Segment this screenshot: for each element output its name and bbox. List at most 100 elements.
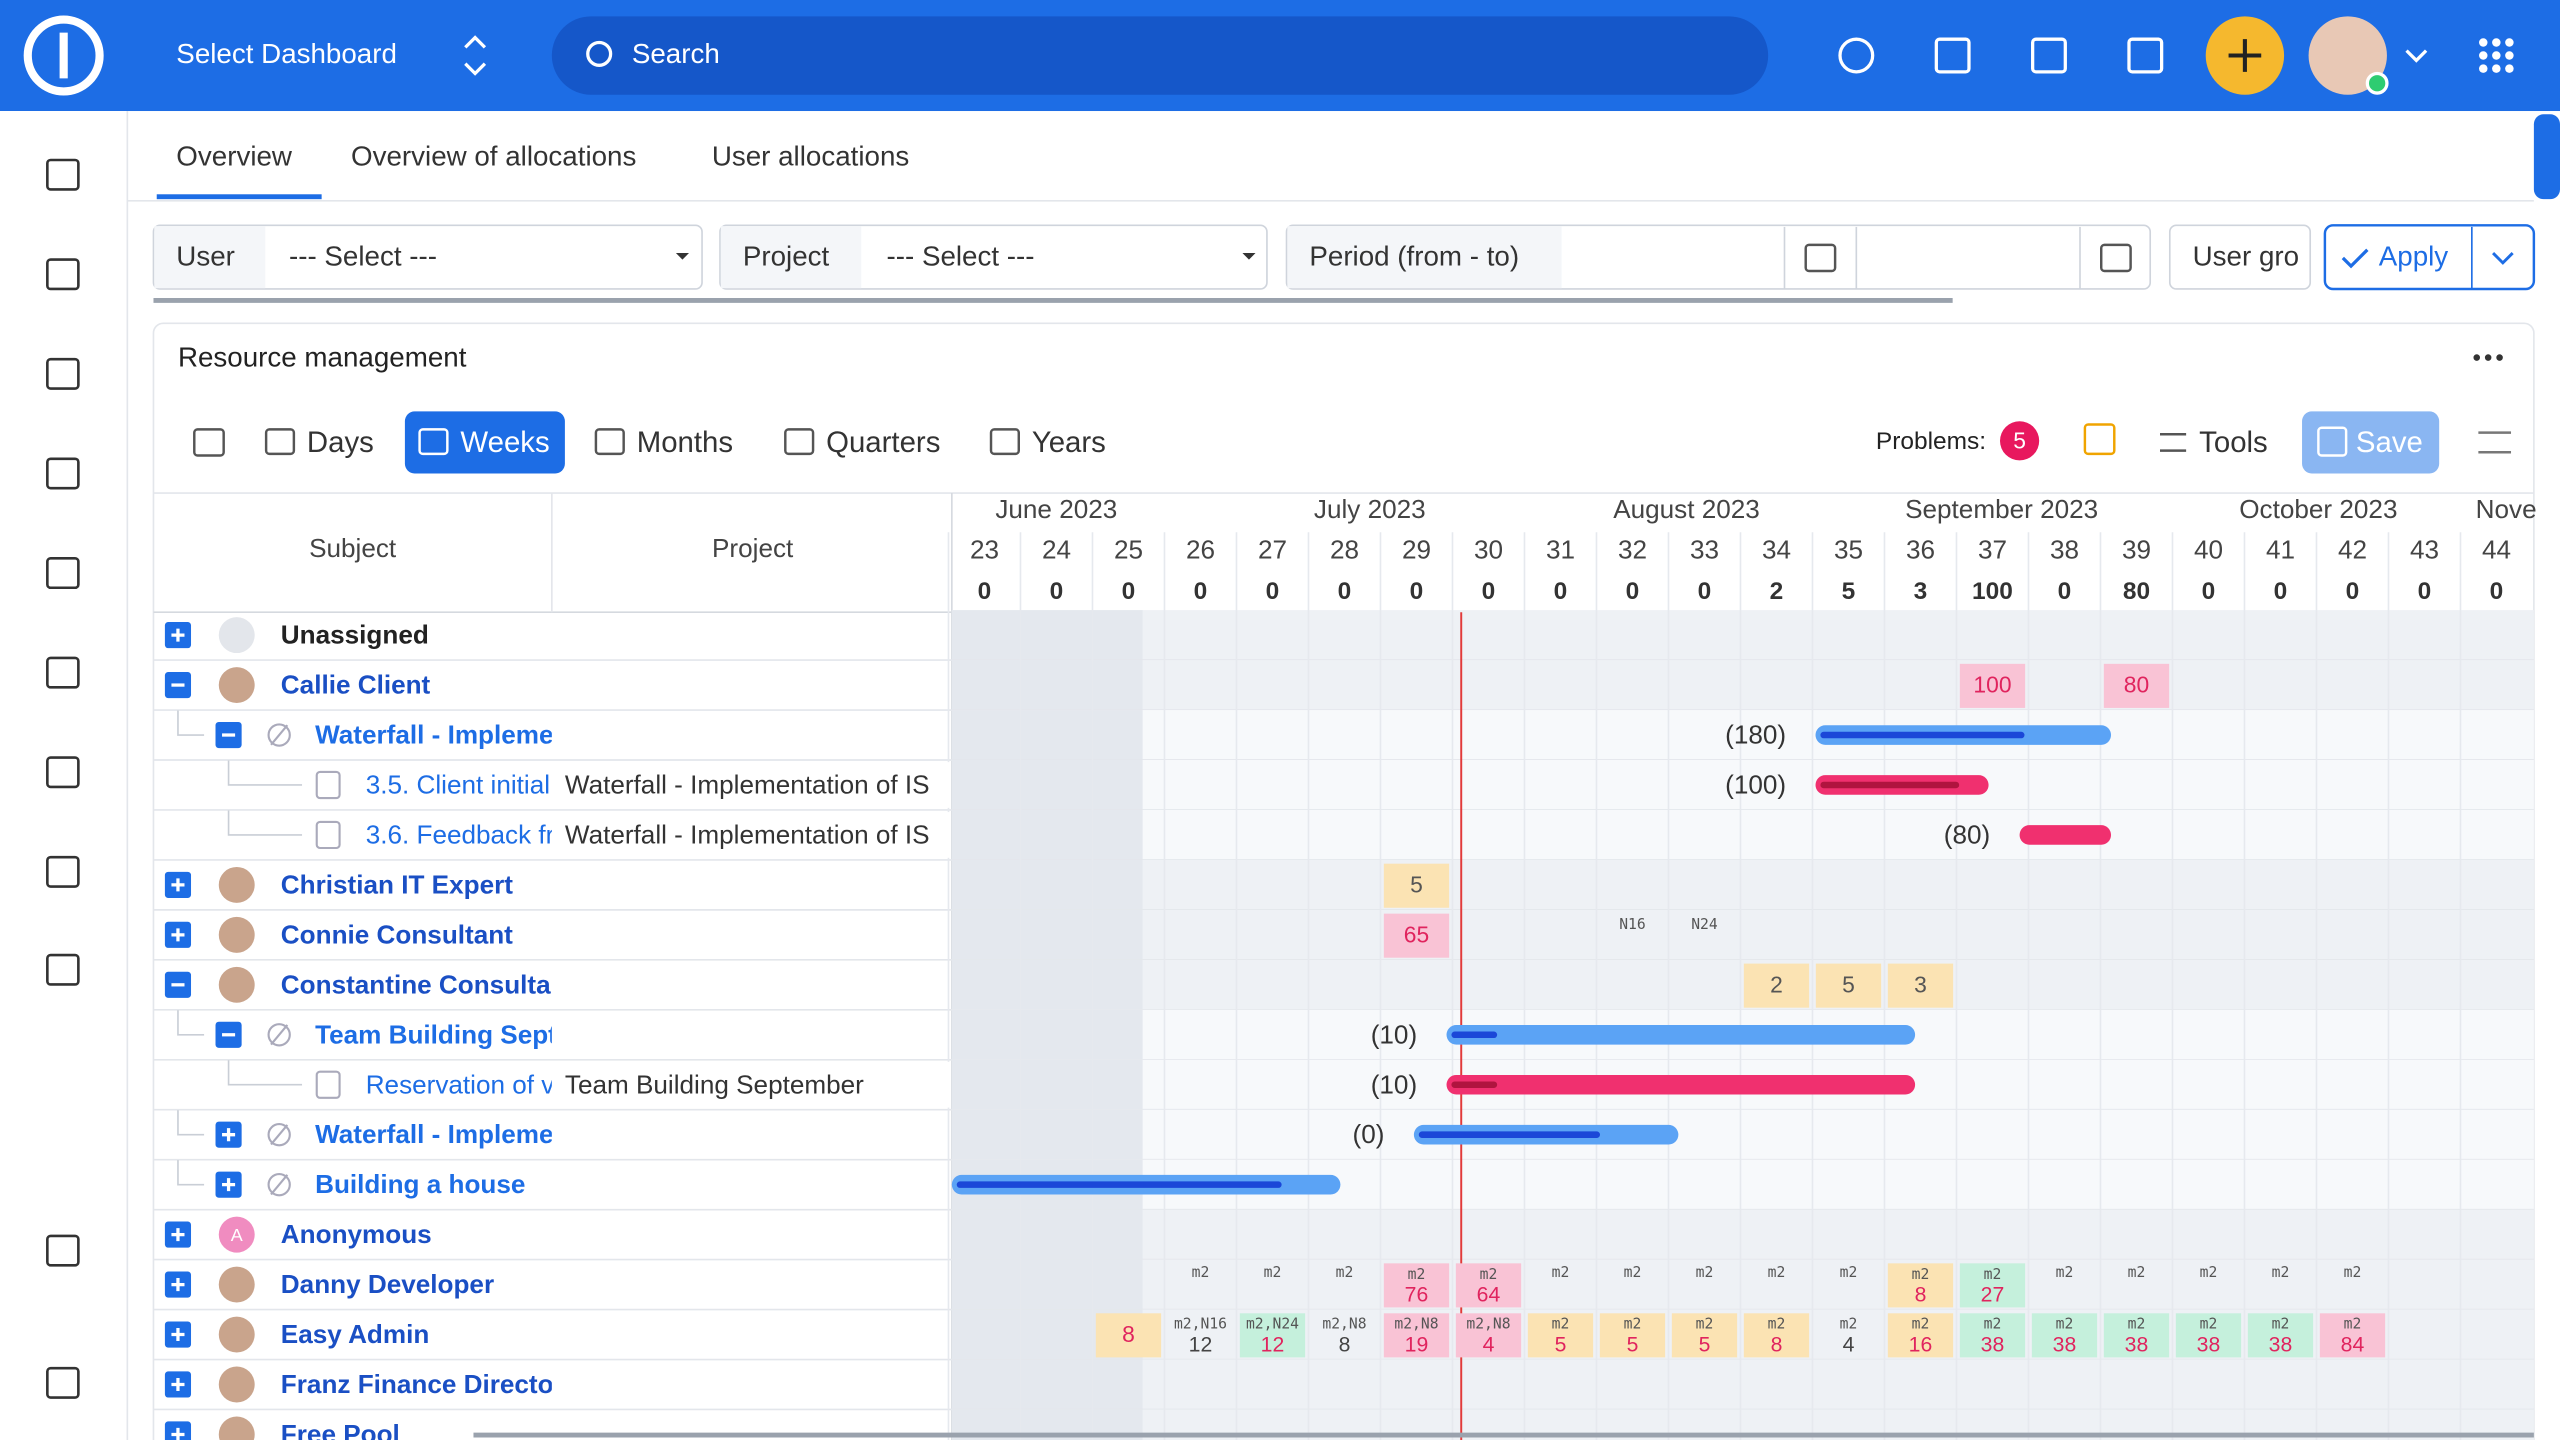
gantt-bar <box>1446 1074 1916 1095</box>
sidebar-icon[interactable] <box>46 1234 80 1267</box>
gantt-shade <box>951 1059 1143 1110</box>
cell-note: m2 <box>2056 1264 2074 1281</box>
week-label: 34 <box>1762 535 1791 565</box>
gantt-progress <box>1451 1081 1498 1088</box>
top-icon[interactable] <box>2031 37 2067 74</box>
task-name[interactable]: 3.6. Feedback fr <box>366 819 555 849</box>
row-name[interactable]: Building a house <box>315 1169 525 1199</box>
tab[interactable]: Overview <box>176 141 293 172</box>
menu-dot[interactable] <box>2496 354 2503 361</box>
week-label: 40 <box>2194 535 2223 565</box>
zoom-button[interactable]: Days <box>307 426 374 459</box>
apps-dot <box>2505 51 2514 60</box>
gantt-shade <box>951 909 1143 960</box>
zoom-icon <box>594 428 625 456</box>
cell-value: 2 <box>1770 971 1783 997</box>
user-filter[interactable] <box>152 224 703 290</box>
zoom-button[interactable]: Quarters <box>826 426 940 459</box>
calendar-icon[interactable] <box>1804 243 1837 273</box>
calendar-icon[interactable] <box>193 428 225 457</box>
avatar-initial: A <box>231 1225 243 1245</box>
tab[interactable]: User allocations <box>712 141 909 172</box>
row-name[interactable]: Team Building September <box>315 1019 635 1049</box>
cell-note: m2 <box>1192 1264 1210 1281</box>
allocation-cell <box>1383 1263 1450 1308</box>
row-name[interactable]: Free Pool <box>281 1419 400 1440</box>
search-box[interactable] <box>551 16 1769 95</box>
sidebar-icon[interactable] <box>46 953 80 986</box>
apply-button[interactable] <box>2323 224 2536 291</box>
top-icon[interactable] <box>1934 37 1971 74</box>
caret <box>675 253 689 260</box>
gantt-bar <box>2019 825 2112 845</box>
row-name[interactable]: Waterfall - Implementation of IS <box>315 720 704 750</box>
gantt-progress <box>1820 781 1960 789</box>
tools-button[interactable]: Tools <box>2199 426 2268 459</box>
menu-dot[interactable] <box>2484 354 2492 361</box>
zoom-button[interactable]: Weeks <box>460 426 549 459</box>
cell-value: 38 <box>2125 1334 2149 1357</box>
sidebar-icon[interactable] <box>46 158 80 191</box>
avatar[interactable] <box>2308 16 2387 95</box>
save-label: Save <box>2356 426 2423 459</box>
cell-value: 4 <box>1483 1334 1495 1357</box>
week-total: 5 <box>1842 578 1856 605</box>
sidebar-icon[interactable] <box>46 258 80 291</box>
week-label: 26 <box>1186 535 1215 565</box>
sidebar-icon[interactable] <box>46 1366 80 1399</box>
dashboard-select[interactable]: Select Dashboard <box>176 38 397 69</box>
task-name[interactable]: 3.5. Client initial <box>366 770 550 800</box>
row-name[interactable]: Christian IT Expert <box>281 869 513 899</box>
top-icon[interactable] <box>2127 37 2164 74</box>
cell-note: m2 <box>2128 1264 2146 1281</box>
gantt-shade <box>951 859 1143 910</box>
cell-note: m2 <box>1624 1264 1642 1281</box>
gantt-row-bg <box>951 610 2534 661</box>
gantt-shade <box>951 809 1143 860</box>
allocation-cell <box>1095 1313 1162 1358</box>
zoom-active[interactable] <box>404 411 565 474</box>
row-name[interactable]: Unassigned <box>281 620 429 650</box>
tab[interactable]: Overview of allocations <box>351 141 636 172</box>
week-total: 0 <box>1338 578 1352 605</box>
online-dot <box>2365 71 2389 95</box>
settings-icon[interactable] <box>2478 431 2512 454</box>
week-label: 33 <box>1690 535 1719 565</box>
sidebar-icon[interactable] <box>46 557 80 590</box>
sidebar-icon[interactable] <box>46 855 80 888</box>
menu-dot[interactable] <box>2473 354 2480 361</box>
row-name[interactable]: Franz Finance Director <box>281 1369 564 1399</box>
expander-sign <box>171 928 185 942</box>
project-name: Waterfall - Implementation of IS <box>565 770 930 800</box>
row-name[interactable]: Constantine Consultant <box>281 969 576 999</box>
row-name[interactable]: Anonymous <box>281 1219 432 1249</box>
info-icon[interactable] <box>2083 423 2116 456</box>
sidebar-icon[interactable] <box>46 457 80 490</box>
cell-note: m2,N8 <box>1394 1316 1438 1333</box>
gantt-row-bg <box>951 760 2534 810</box>
row-name[interactable]: Connie Consultant <box>281 919 513 949</box>
allocation-cell <box>1743 1313 1810 1358</box>
allocation-cell <box>1455 1313 1522 1358</box>
column-header: Subject <box>309 533 397 563</box>
zoom-button[interactable]: Months <box>637 426 733 459</box>
group-filter[interactable] <box>2168 224 2312 290</box>
row-name[interactable]: Waterfall - Implementation of IS <box>315 1119 704 1149</box>
row-name[interactable]: Easy Admin <box>281 1319 429 1349</box>
cell-value: 64 <box>1477 1284 1501 1307</box>
sidebar-icon[interactable] <box>46 656 80 689</box>
filter-label: Project <box>743 240 830 271</box>
row-name[interactable]: Callie Client <box>281 670 431 700</box>
zoom-button[interactable]: Years <box>1032 426 1106 459</box>
row-name[interactable]: Danny Developer <box>281 1269 494 1299</box>
sidebar-icon[interactable] <box>46 357 80 390</box>
project-bg <box>553 762 951 808</box>
side-toggle[interactable] <box>2533 114 2560 200</box>
task-name[interactable]: Reservation of v <box>366 1069 555 1099</box>
calendar-icon[interactable] <box>2100 243 2132 273</box>
week-total: 0 <box>2058 578 2072 605</box>
gantt-shade <box>951 1209 1143 1260</box>
sidebar-icon[interactable] <box>46 756 80 789</box>
cell-note: m2 <box>1696 1316 1714 1333</box>
top-icon[interactable] <box>1838 37 1875 74</box>
